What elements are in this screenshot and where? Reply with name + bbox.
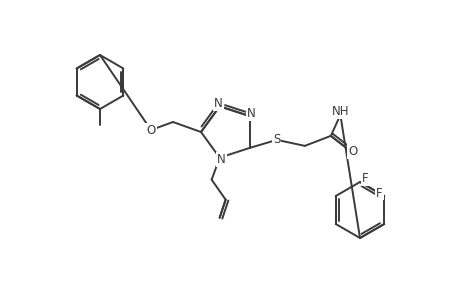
Text: N: N [214,97,223,110]
Text: N: N [246,106,255,120]
Text: F: F [361,172,368,185]
Text: F: F [375,187,382,200]
Text: N: N [217,153,225,166]
Text: S: S [273,134,280,146]
Text: NH: NH [331,105,349,119]
Text: O: O [146,124,155,136]
Text: O: O [347,146,357,158]
